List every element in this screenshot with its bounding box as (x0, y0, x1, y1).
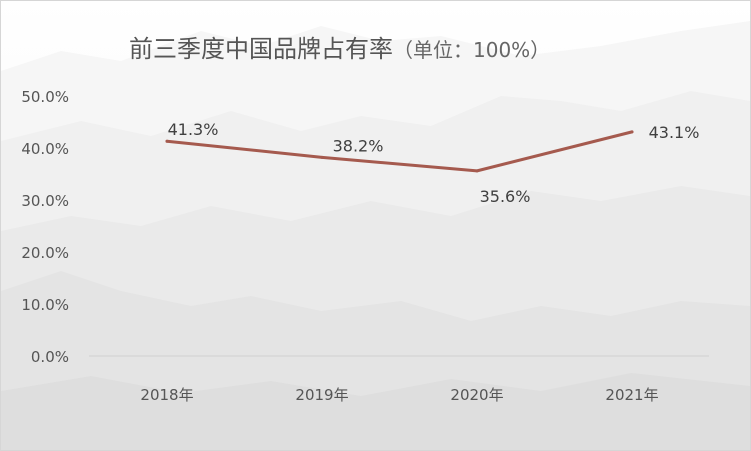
series-line-group (165, 130, 634, 173)
y-tick-label: 0.0% (31, 348, 69, 366)
chart-title: 前三季度中国品牌占有率（单位：100%） (129, 29, 550, 64)
y-tick-label: 40.0% (21, 140, 69, 158)
data-point (475, 169, 479, 173)
data-point (320, 155, 324, 159)
x-tick-label: 2018年 (140, 386, 193, 404)
data-label: 41.3% (168, 120, 219, 139)
x-tick-label: 2021年 (605, 386, 658, 404)
data-point (165, 139, 169, 143)
y-tick-label: 30.0% (21, 192, 69, 210)
data-label: 43.1% (649, 123, 700, 142)
x-tick-label: 2020年 (450, 386, 503, 404)
series-line (165, 130, 634, 173)
y-tick-label: 50.0% (21, 88, 69, 106)
y-tick-label: 10.0% (21, 296, 69, 314)
x-axis-ticks: 2018年 2019年 2020年 2021年 (140, 386, 658, 404)
chart-title-main: 前三季度中国品牌占有率 (129, 35, 393, 63)
y-axis-ticks: 0.0% 10.0% 20.0% 30.0% 40.0% 50.0% (21, 88, 69, 366)
data-label: 38.2% (333, 136, 384, 155)
data-point (630, 130, 634, 134)
x-tick-label: 2019年 (295, 386, 348, 404)
y-tick-label: 20.0% (21, 244, 69, 262)
data-label: 35.6% (480, 187, 531, 206)
chart-title-unit: （单位：100%） (393, 38, 551, 62)
data-labels: 41.3% 38.2% 35.6% 43.1% (168, 120, 700, 206)
